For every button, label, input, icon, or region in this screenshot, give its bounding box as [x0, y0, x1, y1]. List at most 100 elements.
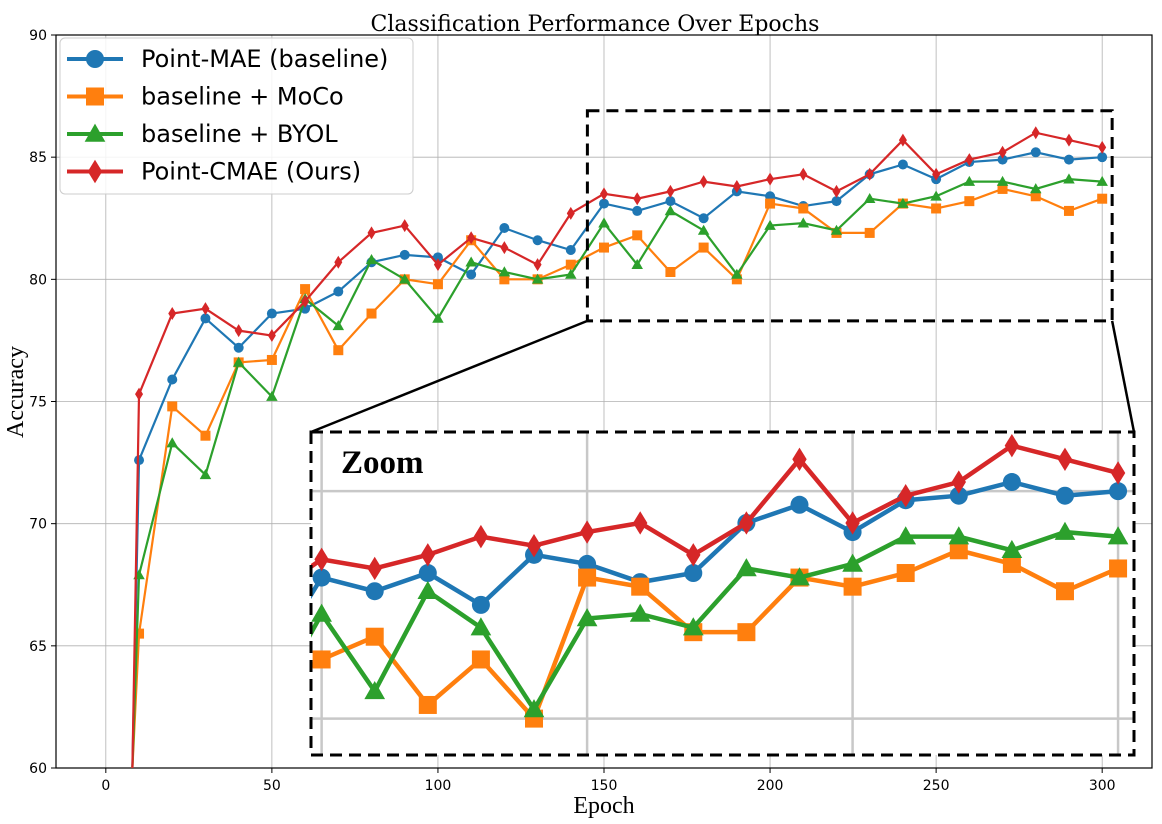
data-point	[533, 258, 542, 272]
data-point	[766, 172, 775, 186]
x-tick-label: 250	[923, 778, 950, 794]
data-point	[599, 242, 609, 253]
zoom-data-point	[843, 577, 862, 596]
legend-label: baseline + BYOL	[141, 120, 338, 148]
data-point	[965, 153, 974, 167]
zoom-data-point	[365, 582, 384, 601]
zoom-data-point	[631, 577, 650, 596]
zoom-data-point	[311, 603, 332, 622]
data-point	[134, 455, 145, 466]
data-point	[1063, 173, 1075, 184]
data-point	[930, 190, 942, 201]
zoom-data-point	[365, 627, 384, 646]
zoom-data-point	[845, 511, 860, 535]
data-point	[565, 259, 576, 270]
legend-item[interactable]: Point-CMAE (Ours)	[67, 158, 361, 186]
y-tick-label: 70	[29, 517, 47, 533]
data-point	[465, 256, 477, 267]
data-point	[168, 307, 177, 321]
zoom-data-point	[948, 526, 970, 545]
data-point	[333, 286, 344, 297]
data-point	[500, 241, 509, 255]
data-point	[897, 159, 908, 170]
zoom-data-point	[1054, 521, 1076, 540]
zoom-data-point	[471, 595, 490, 614]
data-point	[400, 219, 409, 233]
zoom-data-point	[949, 486, 968, 505]
data-point	[830, 224, 843, 235]
y-tick-label: 65	[29, 639, 47, 655]
data-point	[167, 374, 178, 385]
data-point	[565, 245, 576, 256]
legend[interactable]: Point-MAE (baseline) baseline + MoCo basel…	[59, 37, 414, 195]
data-point	[1063, 205, 1074, 216]
data-point	[499, 274, 510, 285]
data-point	[1097, 152, 1108, 163]
data-point	[964, 196, 975, 207]
y-tick-label: 60	[29, 761, 47, 777]
series-point-mae-baseline	[131, 147, 1108, 768]
legend-label: baseline + MoCo	[141, 83, 344, 111]
data-point	[1030, 147, 1041, 158]
zoom-data-point	[579, 520, 595, 544]
zoom-data-point	[473, 524, 489, 549]
data-point	[599, 198, 609, 209]
zoom-inset-frame	[309, 430, 1136, 757]
y-tick-label: 90	[29, 28, 47, 44]
data-point	[865, 167, 874, 181]
data-point	[398, 273, 411, 284]
zoom-data-point	[578, 554, 597, 573]
legend-item[interactable]: baseline + BYOL	[67, 120, 338, 148]
legend-frame	[59, 37, 414, 195]
data-point	[399, 249, 410, 260]
zoom-data-point	[526, 534, 542, 558]
zoom-data-point	[314, 547, 329, 572]
data-point	[1097, 193, 1108, 204]
legend-marker	[87, 159, 103, 184]
x-axis-label: Epoch	[573, 793, 634, 819]
zoom-grid	[311, 432, 1134, 755]
data-point	[432, 252, 443, 263]
x-tick-label: 300	[1089, 778, 1116, 794]
zoom-data-point	[790, 495, 809, 514]
zoom-data-point	[739, 511, 754, 535]
legend-item[interactable]: Point-MAE (baseline)	[67, 45, 388, 73]
series-group	[131, 126, 1108, 768]
data-point	[266, 390, 278, 401]
data-point	[697, 224, 710, 235]
data-point	[365, 254, 378, 265]
zoom-data-point	[684, 564, 703, 583]
data-point	[466, 269, 477, 280]
data-point	[600, 187, 608, 201]
series-baseline-moco	[131, 183, 1108, 768]
data-point	[632, 205, 643, 216]
zoom-connector-left	[310, 319, 588, 434]
data-point	[566, 206, 575, 220]
zoom-data-point	[895, 526, 917, 545]
data-point	[998, 145, 1007, 159]
data-point	[665, 196, 676, 207]
data-point	[167, 401, 178, 412]
data-point	[1063, 154, 1074, 165]
data-point	[201, 302, 210, 316]
data-point	[333, 345, 344, 356]
data-point	[199, 469, 212, 480]
data-point	[432, 312, 444, 323]
data-point	[665, 267, 676, 278]
series-point-cmae-ours	[131, 126, 1107, 768]
zoom-data-point	[1110, 461, 1126, 485]
data-point	[931, 203, 942, 214]
legend-item[interactable]: baseline + MoCo	[67, 83, 344, 111]
zoom-data-point	[951, 470, 966, 494]
zoom-data-point	[418, 695, 437, 714]
zoom-data-point	[470, 617, 492, 636]
zoom-data-point	[737, 623, 756, 642]
zoom-data-point	[1109, 482, 1128, 501]
data-point	[699, 175, 708, 189]
data-point	[166, 437, 178, 448]
data-point	[797, 217, 810, 228]
y-tick-label: 75	[29, 395, 47, 411]
axis-ticks: 0 50 100 150 200 250 300 60 65 70 75 80 85 90	[29, 28, 1115, 794]
data-point	[598, 217, 610, 228]
data-point	[531, 273, 544, 284]
